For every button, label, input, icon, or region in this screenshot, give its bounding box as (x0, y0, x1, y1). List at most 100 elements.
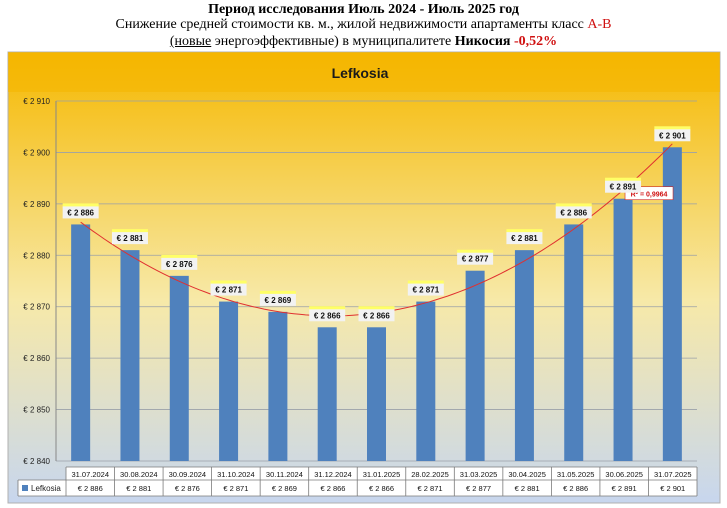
data-label: € 2 871 (215, 286, 242, 295)
chart-background (7, 51, 721, 504)
data-label-box (309, 309, 346, 322)
table-header (66, 467, 697, 480)
table-series-label: Lefkosia (31, 484, 61, 493)
data-label-box (457, 252, 494, 265)
data-label-highlight (161, 254, 198, 259)
data-label: € 2 901 (659, 131, 686, 140)
data-label-highlight (407, 280, 444, 285)
data-label: € 2 866 (314, 311, 341, 320)
subtitle-text: Снижение средней стоимости кв. м., жилой… (115, 17, 588, 32)
x-tick-label: 31.12.2024 (314, 470, 352, 479)
table-value: € 2 891 (612, 484, 637, 493)
table-value: € 2 866 (369, 484, 394, 493)
x-tick-label: 30.04.2025 (508, 470, 546, 479)
x-tick-label: 31.05.2025 (557, 470, 595, 479)
data-label: € 2 866 (363, 311, 390, 320)
y-tick-label: € 2 880 (23, 251, 50, 260)
table-value: € 2 901 (660, 484, 685, 493)
y-tick-label: € 2 840 (23, 457, 50, 466)
x-tick-label: 31.03.2025 (460, 470, 498, 479)
table-value: € 2 871 (223, 484, 248, 493)
data-label-box (259, 293, 296, 306)
bar (317, 327, 337, 461)
data-label: € 2 869 (265, 296, 292, 305)
bar (465, 270, 485, 461)
x-tick-label: 30.11.2024 (266, 470, 303, 479)
data-label-box (506, 232, 543, 245)
y-tick-label: € 2 890 (23, 200, 50, 209)
x-tick-label: 31.07.2025 (654, 470, 692, 479)
data-label: € 2 871 (412, 286, 439, 295)
data-label-box (358, 309, 395, 322)
bar (662, 147, 682, 462)
y-tick-label: € 2 900 (23, 148, 50, 157)
x-tick-label: 31.01.2025 (363, 470, 401, 479)
data-label: € 2 886 (560, 208, 587, 217)
x-tick-label: 30.08.2024 (120, 470, 158, 479)
data-label-highlight (62, 203, 99, 208)
change-percent: -0,52% (510, 34, 558, 49)
energy-label: энергоэффективные) в муниципалитете (211, 34, 455, 49)
data-label: € 2 881 (117, 234, 144, 243)
x-tick-label: 28.02.2025 (411, 470, 449, 479)
data-label-box (62, 206, 99, 219)
data-label-highlight (259, 290, 296, 295)
bar (416, 301, 436, 461)
bar (71, 224, 91, 461)
data-label: € 2 881 (511, 234, 538, 243)
y-tick-label: € 2 850 (23, 406, 50, 415)
y-tick-label: € 2 860 (23, 354, 50, 363)
chart-title-band (8, 52, 720, 92)
bar (268, 311, 288, 461)
bar (564, 224, 584, 461)
data-label-highlight (506, 229, 543, 234)
subtitle-line-2: (новые энергоэффективные) в муниципалите… (0, 34, 727, 50)
x-tick-label: 31.07.2024 (71, 470, 109, 479)
bar (613, 198, 633, 461)
data-label-highlight (210, 280, 247, 285)
period-title: Период исследования Июль 2024 - Июль 202… (208, 2, 519, 17)
chart-title: Lefkosia (332, 65, 389, 81)
table-value: € 2 866 (320, 484, 345, 493)
table-value: € 2 881 (515, 484, 540, 493)
data-label: € 2 886 (67, 208, 94, 217)
bar (367, 327, 386, 461)
table-value: € 2 869 (272, 484, 297, 493)
data-label-highlight (555, 203, 592, 208)
data-label-highlight (457, 249, 494, 254)
data-label-box (555, 206, 592, 219)
bar (169, 275, 189, 461)
x-tick-label: 31.10.2024 (217, 470, 255, 479)
data-label-highlight (605, 177, 642, 182)
data-label: € 2 876 (166, 260, 193, 269)
table-value: € 2 886 (563, 484, 588, 493)
data-label: € 2 877 (462, 255, 489, 264)
data-label-box (111, 232, 148, 245)
table-value: € 2 877 (466, 484, 491, 493)
y-tick-label: € 2 870 (23, 303, 50, 312)
data-label-highlight (358, 306, 395, 311)
legend-swatch (22, 485, 28, 491)
new-label: (новые (169, 34, 212, 49)
city-label: Никосия (454, 34, 511, 49)
table-value: € 2 881 (126, 484, 151, 493)
table-value: € 2 871 (418, 484, 443, 493)
subtitle-line: Снижение средней стоимости кв. м., жилой… (0, 17, 727, 33)
class-label: A-B (587, 17, 612, 32)
data-label-highlight (654, 126, 691, 131)
bar (219, 301, 239, 461)
x-tick-label: 30.06.2025 (605, 470, 643, 479)
x-tick-label: 30.09.2024 (169, 470, 207, 479)
r2-label: R² = 0,9964 (631, 192, 668, 199)
data-label-box (210, 283, 247, 296)
data-label-highlight (111, 229, 148, 234)
y-tick-label: € 2 910 (23, 97, 50, 106)
bar (120, 250, 140, 461)
table-value: € 2 876 (175, 484, 200, 493)
bar (514, 250, 534, 461)
table-value: € 2 886 (78, 484, 103, 493)
data-label-box (605, 180, 642, 193)
data-label-highlight (309, 306, 346, 311)
data-label: € 2 891 (610, 183, 637, 192)
